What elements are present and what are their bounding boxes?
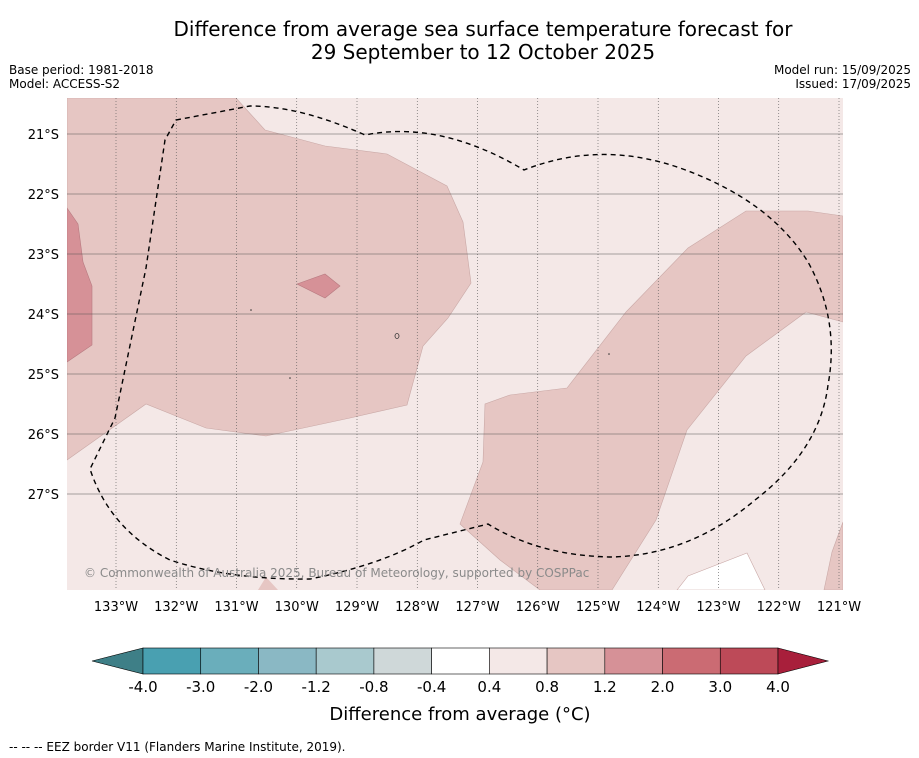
fill-0.8-1.2-west-region: [67, 98, 472, 461]
latitude-label: 21°S: [28, 128, 59, 143]
colorbar-tick-label: -0.4: [417, 678, 446, 696]
island-dot: [250, 309, 252, 311]
eez-border-line: [89, 105, 832, 580]
latitude-label: 23°S: [28, 248, 59, 263]
colorbar-title: Difference from average (°C): [329, 704, 591, 725]
model-label: Model: ACCESS-S2: [9, 77, 121, 91]
title-line-1: Difference from average sea surface temp…: [173, 17, 793, 41]
colorbar-segment: [142, 647, 202, 675]
colorbar-segment: [373, 647, 432, 675]
latitude-label: 25°S: [28, 368, 59, 383]
colorbar-tick-label: 0.4: [477, 678, 501, 696]
footer-credit: -- -- -- EEZ border V11 (Flanders Marine…: [9, 740, 346, 754]
longitude-label: 128°W: [395, 600, 439, 615]
title-line-2: 29 September to 12 October 2025: [310, 40, 656, 64]
colorbar-extend-high: [777, 647, 830, 675]
copyright-notice: © Commonwealth of Australia 2025, Bureau…: [84, 566, 589, 580]
colorbar-segment: [662, 647, 721, 675]
colorbar-tick-label: 1.2: [593, 678, 617, 696]
fill-0.8-1.2-south-lobe: [258, 577, 278, 590]
fill-0.8-1.2-southeast-corner: [823, 521, 843, 590]
longitude-label: 126°W: [516, 600, 560, 615]
colorbar-extend-low: [91, 647, 144, 675]
longitude-label: 122°W: [757, 600, 801, 615]
colorbar: -4.0 -3.0 -2.0 -1.2 -0.8 -0.4 0.4 0.8 1.2 2.0 3.0 4…: [91, 647, 830, 696]
fill-0.8-1.2-east-band: [459, 210, 843, 590]
issued-label: Issued: 17/09/2025: [795, 77, 911, 91]
meta-right: Model run: 15/09/2025 Issued: 17/09/2025: [774, 63, 911, 91]
colorbar-segment: [546, 647, 606, 675]
longitude-label: 124°W: [636, 600, 680, 615]
longitude-label: 125°W: [576, 600, 620, 615]
colorbar-segment: [719, 647, 779, 675]
colorbar-tick-label: -3.0: [186, 678, 215, 696]
colorbar-tick-label: -2.0: [244, 678, 273, 696]
longitude-label: 133°W: [94, 600, 138, 615]
meta-left: Base period: 1981-2018 Model: ACCESS-S2: [9, 63, 154, 91]
fill-1.2-2.0-west-edge: [67, 207, 93, 363]
fill-1.2-2.0-small-patch: [296, 273, 341, 299]
latitude-label: 24°S: [28, 308, 59, 323]
island-dot: [289, 377, 291, 379]
colorbar-tick-label: -4.0: [128, 678, 157, 696]
colorbar-segment: [431, 647, 490, 675]
longitude-label: 130°W: [275, 600, 319, 615]
longitude-label: 123°W: [696, 600, 740, 615]
latitude-labels: 21°S 22°S 23°S 24°S 25°S 26°S 27°S: [28, 128, 59, 503]
longitude-label: 131°W: [214, 600, 258, 615]
longitude-label: 121°W: [817, 600, 861, 615]
island-marker: [394, 333, 400, 339]
fill-below-0.4-southeast: [676, 552, 766, 590]
colorbar-tick-label: -1.2: [302, 678, 331, 696]
island-dot: [608, 353, 610, 355]
longitude-label: 132°W: [154, 600, 198, 615]
colorbar-tick-label: 0.8: [535, 678, 559, 696]
colorbar-tick-label: 4.0: [766, 678, 790, 696]
chart-title: Difference from average sea surface temp…: [0, 18, 919, 64]
colorbar-segment: [258, 647, 317, 675]
graticule: [67, 98, 843, 590]
colorbar-tick-label: 3.0: [708, 678, 732, 696]
map-fills: [67, 98, 843, 590]
latitude-label: 26°S: [28, 428, 59, 443]
colorbar-segment: [489, 647, 548, 675]
colorbar-tick-label: -0.8: [359, 678, 388, 696]
longitude-labels: 133°W 132°W 131°W 130°W 129°W 128°W 127°W 126°W…: [94, 600, 861, 615]
latitude-label: 27°S: [28, 488, 59, 503]
latitude-label: 22°S: [28, 188, 59, 203]
colorbar-tick-label: 2.0: [651, 678, 675, 696]
colorbar-segment: [604, 647, 663, 675]
longitude-label: 129°W: [335, 600, 379, 615]
base-period-label: Base period: 1981-2018: [9, 63, 154, 77]
longitude-label: 127°W: [455, 600, 499, 615]
colorbar-segment: [315, 647, 375, 675]
model-run-label: Model run: 15/09/2025: [773, 63, 911, 77]
colorbar-segment: [200, 647, 259, 675]
